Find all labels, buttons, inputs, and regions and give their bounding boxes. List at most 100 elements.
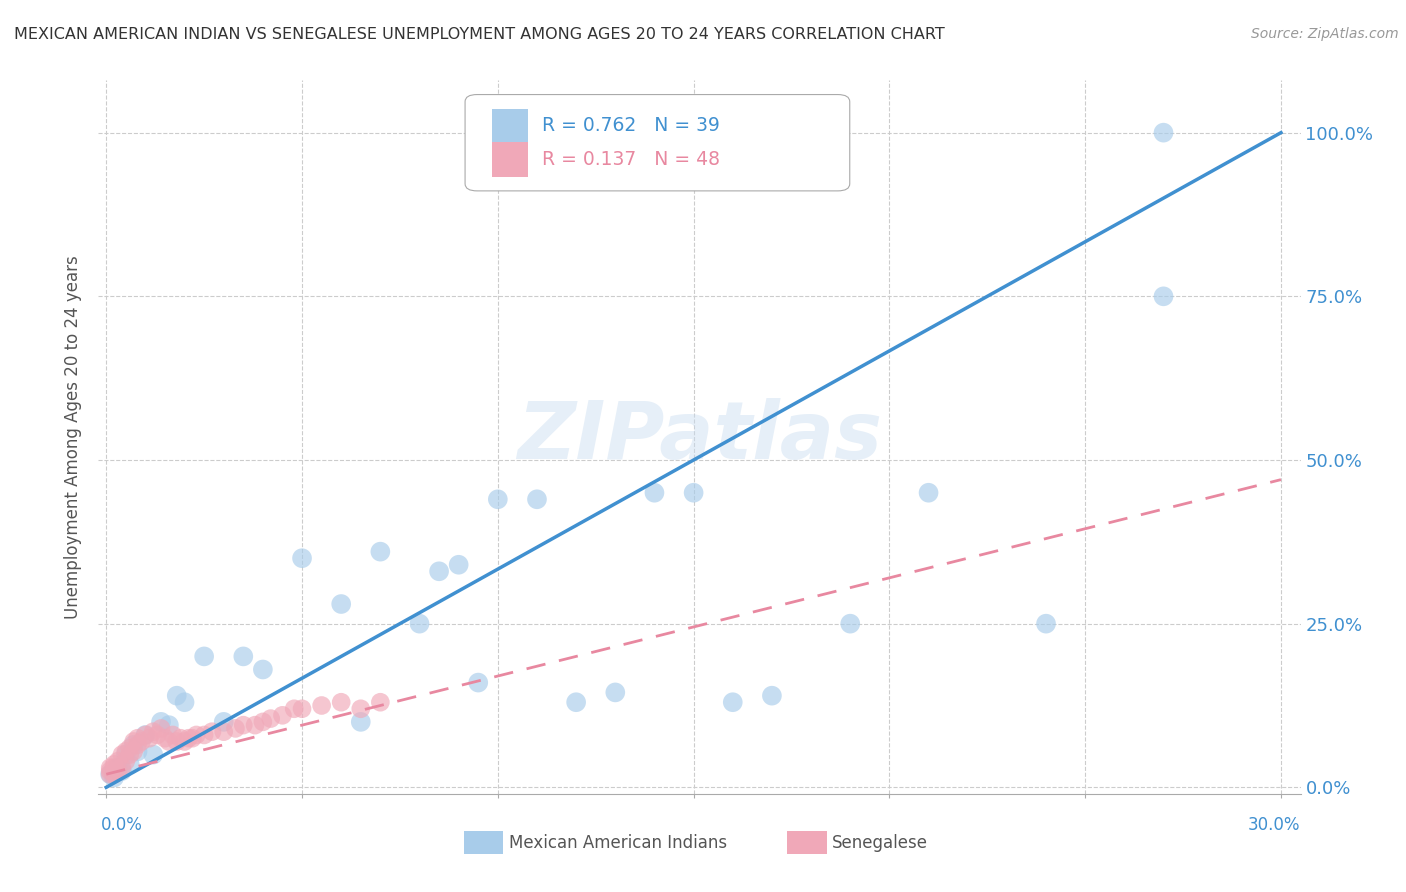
Point	[157, 718, 180, 732]
Point	[122, 734, 145, 748]
Point	[447, 558, 470, 572]
Point	[111, 747, 134, 762]
Point	[166, 689, 188, 703]
Point	[682, 485, 704, 500]
Point	[157, 734, 180, 748]
Point	[118, 757, 141, 772]
Point	[114, 744, 136, 758]
Point	[122, 738, 145, 752]
Point	[131, 734, 153, 748]
Point	[370, 544, 392, 558]
Point	[271, 708, 294, 723]
Text: 30.0%: 30.0%	[1249, 816, 1301, 834]
Point	[291, 702, 314, 716]
FancyBboxPatch shape	[492, 109, 527, 143]
Text: ZIPatlas: ZIPatlas	[517, 398, 882, 476]
Point	[146, 728, 169, 742]
Point	[291, 551, 314, 566]
Point	[122, 744, 145, 758]
Point	[643, 485, 665, 500]
Point	[103, 757, 125, 772]
Point	[330, 597, 353, 611]
Text: Mexican American Indians: Mexican American Indians	[509, 834, 727, 852]
Point	[1035, 616, 1057, 631]
Point	[526, 492, 548, 507]
Point	[114, 754, 136, 768]
Text: R = 0.762   N = 39: R = 0.762 N = 39	[541, 117, 720, 136]
Point	[127, 744, 149, 758]
Point	[1153, 289, 1175, 303]
Text: MEXICAN AMERICAN INDIAN VS SENEGALESE UNEMPLOYMENT AMONG AGES 20 TO 24 YEARS COR: MEXICAN AMERICAN INDIAN VS SENEGALESE UN…	[14, 27, 945, 42]
Point	[193, 728, 215, 742]
Point	[142, 747, 165, 762]
Point	[134, 728, 156, 742]
Point	[467, 675, 489, 690]
Point	[224, 722, 246, 736]
Point	[98, 767, 121, 781]
Point	[107, 764, 129, 778]
Point	[98, 764, 121, 778]
Point	[232, 718, 254, 732]
Text: Senegalese: Senegalese	[832, 834, 928, 852]
Point	[917, 485, 939, 500]
Point	[212, 714, 235, 729]
Point	[114, 747, 136, 762]
Point	[103, 771, 125, 785]
Point	[761, 689, 783, 703]
Point	[150, 722, 173, 736]
Text: Source: ZipAtlas.com: Source: ZipAtlas.com	[1251, 27, 1399, 41]
Point	[153, 731, 176, 746]
Point	[127, 731, 149, 746]
Point	[98, 761, 121, 775]
Point	[201, 724, 224, 739]
Point	[565, 695, 588, 709]
Point	[98, 767, 121, 781]
Point	[134, 728, 156, 742]
Point	[350, 702, 373, 716]
Point	[486, 492, 509, 507]
Point	[173, 734, 195, 748]
Point	[370, 695, 392, 709]
Point	[111, 764, 134, 778]
Point	[103, 761, 125, 775]
Point	[311, 698, 333, 713]
Point	[1153, 126, 1175, 140]
Point	[118, 741, 141, 756]
Point	[166, 734, 188, 748]
Point	[169, 731, 191, 746]
Point	[605, 685, 627, 699]
Point	[330, 695, 353, 709]
Text: 0.0%: 0.0%	[101, 816, 143, 834]
FancyBboxPatch shape	[492, 143, 527, 177]
Point	[252, 663, 274, 677]
Point	[173, 695, 195, 709]
Point	[283, 702, 305, 716]
Point	[177, 731, 200, 746]
Point	[142, 724, 165, 739]
Point	[103, 767, 125, 781]
Point	[138, 731, 160, 746]
Point	[232, 649, 254, 664]
FancyBboxPatch shape	[465, 95, 849, 191]
Point	[212, 724, 235, 739]
Text: R = 0.137   N = 48: R = 0.137 N = 48	[541, 150, 720, 169]
Point	[243, 718, 266, 732]
Point	[260, 712, 283, 726]
Point	[193, 649, 215, 664]
Point	[107, 754, 129, 768]
Point	[408, 616, 430, 631]
Point	[252, 714, 274, 729]
Point	[150, 714, 173, 729]
Point	[350, 714, 373, 729]
Point	[181, 731, 204, 746]
Point	[721, 695, 744, 709]
Point	[111, 761, 134, 775]
Point	[162, 728, 184, 742]
Point	[427, 564, 450, 578]
Y-axis label: Unemployment Among Ages 20 to 24 years: Unemployment Among Ages 20 to 24 years	[65, 255, 83, 619]
Point	[839, 616, 862, 631]
Point	[118, 747, 141, 762]
Point	[127, 738, 149, 752]
Point	[186, 728, 208, 742]
Point	[107, 761, 129, 775]
